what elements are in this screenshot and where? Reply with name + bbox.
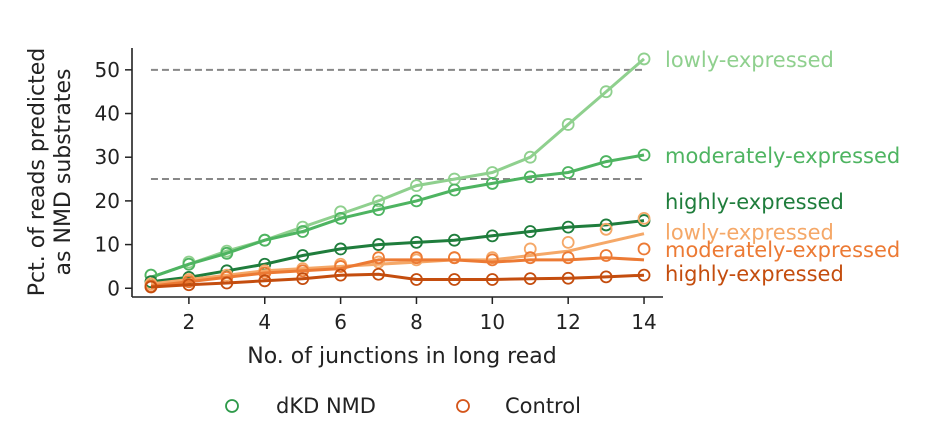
series-point (182, 278, 196, 292)
x-tick-label: 4 (258, 310, 271, 334)
legend-marker (225, 399, 239, 413)
series-point (296, 249, 310, 262)
series-point (372, 194, 385, 208)
series-point (561, 271, 575, 285)
series-point (485, 177, 499, 190)
y-tick-label: 10 (95, 233, 120, 257)
series-point (523, 170, 537, 184)
x-tick-label: 12 (555, 310, 580, 334)
legend-label: dKD NMD (276, 394, 376, 418)
series-point (334, 268, 348, 282)
y-tick-label: 50 (95, 58, 120, 82)
series-point (523, 225, 537, 238)
series-point (485, 253, 499, 267)
series-line (150, 57, 645, 279)
series-point (410, 251, 423, 265)
series-annotation: moderately-expressed (665, 238, 900, 262)
series (144, 52, 651, 282)
legend: dKD NMD Control (225, 394, 581, 418)
series-point (220, 276, 234, 290)
y-axis-label-line-1: Pct. of reads predicted (25, 48, 50, 297)
x-tick-label: 8 (410, 310, 423, 334)
series-point (447, 233, 461, 247)
series-point (561, 220, 575, 234)
series (144, 148, 651, 282)
reference-lines (150, 68, 645, 181)
x-tick-label: 6 (334, 310, 347, 334)
y-tick-label: 20 (95, 189, 120, 213)
series-point (447, 183, 461, 197)
series-point (599, 155, 613, 168)
series-point (485, 273, 499, 286)
series-point (296, 272, 310, 286)
series-point (599, 85, 613, 99)
y-tick-label: 40 (95, 102, 120, 126)
series-point (637, 211, 651, 225)
axes: 0 10 20 30 40 50 2 4 6 8 10 12 14 (95, 48, 663, 334)
series-annotation: highly-expressed (665, 262, 844, 286)
series-point (334, 260, 348, 273)
series (144, 267, 651, 294)
y-axis-label-line-2: as NMD substrates (51, 69, 76, 276)
series-group (144, 52, 651, 294)
y-tick-label: 0 (107, 276, 120, 300)
series-point (637, 242, 651, 256)
series-point (258, 266, 272, 280)
series-point (561, 118, 575, 131)
series-point (599, 218, 613, 232)
series-point (296, 225, 310, 238)
series-point (637, 52, 651, 66)
series-point (485, 229, 499, 243)
series-point (637, 148, 651, 162)
series-point (410, 235, 423, 249)
series-point (182, 257, 196, 271)
series-point (372, 203, 385, 217)
series-point (296, 264, 310, 278)
series-point (523, 242, 537, 256)
legend-marker (456, 399, 470, 413)
series-point (561, 235, 575, 249)
series-point (599, 222, 613, 236)
series-annotation: moderately-expressed (665, 144, 900, 168)
series-annotation: lowly-expressed (665, 220, 834, 244)
series-point (410, 194, 423, 208)
series-point (372, 267, 385, 281)
series-point (258, 233, 272, 247)
series-point (523, 251, 537, 265)
series-point (258, 274, 272, 288)
y-axis-label: Pct. of reads predicted as NMD substrate… (25, 48, 76, 297)
series-point (447, 273, 461, 286)
series-point (599, 270, 613, 284)
series-point (410, 179, 423, 193)
series-point (637, 268, 651, 282)
x-tick-label: 10 (480, 310, 505, 334)
series-annotations: lowly-expressedmoderately-expressedhighl… (665, 48, 900, 286)
y-tick-label: 30 (95, 145, 120, 169)
x-tick-label: 14 (631, 310, 656, 334)
x-tick-label: 2 (183, 310, 196, 334)
series-point (447, 251, 461, 265)
series-point (523, 150, 537, 164)
series-point (144, 280, 158, 294)
series-point (561, 251, 575, 265)
series-point (523, 272, 537, 286)
x-axis-label: No. of junctions in long read (247, 344, 556, 369)
series-point (372, 238, 385, 251)
series-annotation: lowly-expressed (665, 48, 834, 72)
series-point (220, 246, 234, 260)
series-annotation: highly-expressed (665, 190, 844, 214)
series-point (334, 211, 348, 225)
series-point (372, 251, 385, 265)
legend-label: Control (505, 394, 581, 418)
series-point (334, 242, 348, 256)
series-point (410, 273, 423, 286)
series (144, 242, 651, 293)
series-point (599, 249, 613, 262)
series-point (561, 166, 575, 179)
